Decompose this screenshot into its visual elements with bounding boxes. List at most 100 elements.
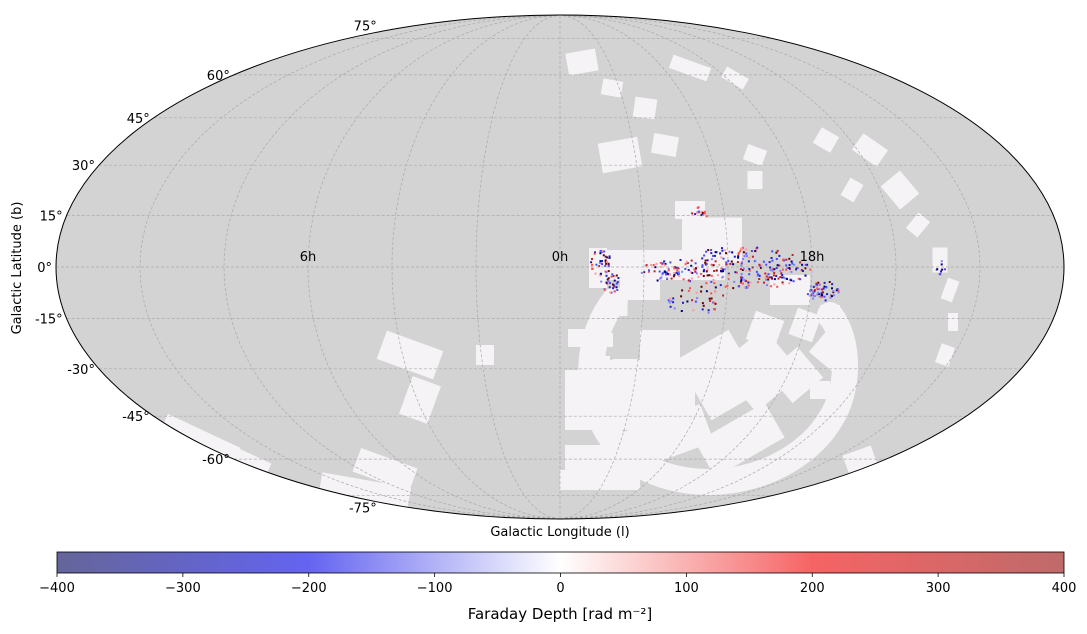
- faraday-speckle: [710, 249, 713, 251]
- faraday-speckle: [733, 280, 736, 283]
- faraday-speckle: [615, 282, 618, 285]
- faraday-speckle: [796, 266, 799, 269]
- faraday-speckle: [682, 301, 684, 304]
- faraday-speckle: [767, 278, 770, 281]
- faraday-speckle: [745, 255, 748, 258]
- faraday-speckle: [669, 273, 671, 276]
- faraday-speckle: [823, 281, 826, 284]
- faraday-speckle: [782, 258, 785, 261]
- faraday-speckle: [713, 282, 716, 285]
- faraday-speckle: [598, 265, 601, 268]
- faraday-speckle: [599, 260, 602, 263]
- faraday-speckle: [759, 264, 761, 267]
- faraday-speckle: [778, 264, 781, 267]
- faraday-speckle: [606, 256, 609, 259]
- faraday-speckle: [725, 263, 728, 266]
- faraday-speckle: [710, 274, 713, 277]
- faraday-speckle: [781, 274, 784, 276]
- survey-tile: [620, 280, 660, 300]
- faraday-speckle: [696, 206, 699, 209]
- faraday-speckle: [695, 272, 698, 275]
- faraday-speckle: [790, 260, 793, 263]
- faraday-speckle: [601, 249, 604, 252]
- faraday-speckle: [593, 252, 596, 255]
- faraday-speckle: [809, 268, 812, 271]
- faraday-speckle: [705, 282, 708, 285]
- faraday-speckle: [741, 277, 744, 279]
- latitude-tick-label: 45°: [127, 112, 150, 127]
- faraday-speckle: [936, 268, 939, 271]
- faraday-speckle: [766, 284, 768, 287]
- faraday-speckle: [708, 274, 711, 277]
- faraday-speckle: [645, 265, 648, 268]
- faraday-speckle: [781, 268, 784, 271]
- faraday-speckle: [817, 281, 820, 284]
- faraday-speckle: [747, 281, 750, 284]
- faraday-speckle: [737, 252, 740, 254]
- faraday-speckle: [772, 274, 775, 277]
- faraday-speckle: [740, 264, 743, 267]
- faraday-speckle: [742, 258, 745, 260]
- faraday-speckle: [785, 264, 788, 267]
- faraday-speckle: [831, 283, 834, 286]
- faraday-speckle: [712, 264, 715, 267]
- faraday-speckle: [740, 278, 743, 281]
- faraday-speckle: [691, 271, 694, 274]
- faraday-speckle: [707, 311, 710, 314]
- faraday-speckle: [745, 252, 748, 255]
- survey-tile: [721, 66, 749, 90]
- faraday-speckle: [732, 287, 735, 290]
- colorbar-tick-label: −400: [39, 581, 75, 596]
- faraday-speckle: [694, 270, 697, 273]
- faraday-speckle: [786, 277, 788, 280]
- faraday-speckle: [673, 266, 676, 269]
- faraday-speckle: [737, 253, 740, 256]
- faraday-speckle: [740, 276, 742, 279]
- faraday-speckle: [667, 299, 670, 302]
- faraday-speckle: [740, 261, 743, 264]
- survey-tile: [905, 212, 931, 238]
- faraday-speckle: [758, 274, 761, 277]
- faraday-speckle: [613, 279, 616, 282]
- faraday-speckle: [812, 294, 815, 297]
- faraday-speckle: [721, 247, 723, 250]
- faraday-speckle: [607, 263, 610, 266]
- faraday-speckle: [665, 271, 668, 274]
- faraday-speckle: [607, 262, 610, 265]
- faraday-speckle: [775, 258, 778, 260]
- faraday-speckle: [791, 254, 794, 256]
- faraday-speckle: [712, 279, 715, 281]
- faraday-speckle: [776, 249, 779, 252]
- faraday-speckle: [677, 273, 680, 275]
- latitude-tick-label: 60°: [207, 69, 230, 84]
- faraday-speckle: [714, 290, 717, 293]
- faraday-speckle: [763, 281, 765, 284]
- faraday-speckle: [612, 287, 615, 290]
- faraday-speckle: [740, 262, 743, 265]
- faraday-speckle: [792, 280, 795, 283]
- faraday-speckle: [695, 267, 698, 270]
- latitude-tick-labels: 75° 60° 45° 30° 15° 0° -15° -30° -45° -60° -75°: [35, 20, 377, 517]
- faraday-speckle: [706, 259, 709, 262]
- faraday-speckle: [745, 269, 748, 272]
- faraday-speckle: [604, 270, 607, 273]
- faraday-speckle: [820, 296, 823, 299]
- faraday-speckle: [658, 270, 661, 273]
- faraday-speckle: [815, 284, 818, 287]
- faraday-speckle: [756, 281, 759, 284]
- faraday-speckle: [817, 291, 820, 294]
- faraday-speckle: [705, 263, 708, 265]
- faraday-speckle: [837, 289, 840, 292]
- faraday-speckle: [775, 275, 778, 277]
- faraday-speckle: [692, 309, 695, 312]
- faraday-speckle: [607, 270, 610, 273]
- faraday-speckle: [797, 277, 800, 280]
- faraday-speckle: [754, 250, 757, 252]
- faraday-speckle: [599, 249, 602, 252]
- faraday-speckle: [788, 278, 791, 281]
- faraday-speckle: [768, 276, 771, 279]
- survey-tile: [880, 170, 920, 210]
- faraday-speckle: [680, 295, 683, 298]
- faraday-speckle: [613, 275, 616, 278]
